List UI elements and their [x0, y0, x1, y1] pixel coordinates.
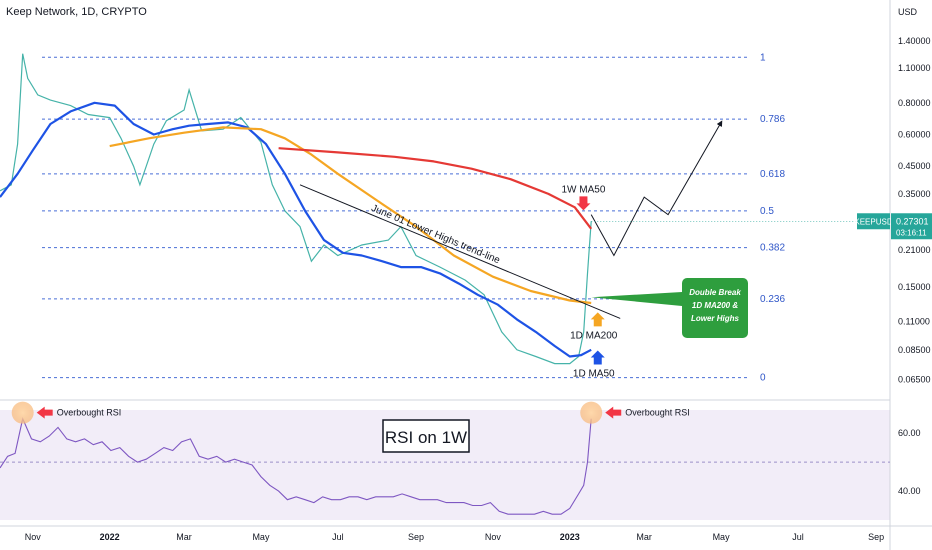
overbought-label: Overbought RSI	[57, 408, 122, 418]
overbought-marker	[580, 401, 603, 424]
time-tick-label: Nov	[25, 532, 42, 542]
time-tick-label: Mar	[176, 532, 192, 542]
time-tick-label: 2023	[560, 532, 580, 542]
arrow-up-icon	[590, 312, 605, 327]
arrow-left-icon	[36, 406, 53, 419]
currency-label: USD	[898, 7, 918, 17]
price-tick-label: 0.35000	[898, 189, 931, 199]
annotation-label: 1D MA200	[570, 330, 618, 341]
rsi-title: RSI on 1W	[385, 428, 467, 447]
time-tick-label: 2022	[100, 532, 120, 542]
price-line	[0, 53, 592, 365]
time-tick-label: Jul	[792, 532, 804, 542]
price-tick-label: 0.21000	[898, 245, 931, 255]
time-tick-label: Sep	[408, 532, 424, 542]
time-tick-label: May	[252, 532, 270, 542]
callout-pointer	[591, 292, 682, 306]
time-tick-label: May	[713, 532, 731, 542]
overbought-label: Overbought RSI	[625, 408, 690, 418]
price-tick-label: 0.60000	[898, 130, 931, 140]
annotation-label: 1W MA50	[561, 184, 605, 195]
fib-level-label: 0.618	[760, 169, 785, 180]
chart-title: Keep Network, 1D, CRYPTO	[6, 6, 147, 18]
symbol-badge	[857, 213, 890, 230]
callout-text: Lower Highs	[691, 314, 740, 323]
price-tick-label: 0.15000	[898, 282, 931, 292]
callout-text: Double Break	[689, 288, 741, 297]
price-tick-label: 1.10000	[898, 63, 931, 73]
arrow-up-icon	[590, 350, 605, 365]
time-tick-label: Sep	[868, 532, 884, 542]
rsi-title-box	[382, 419, 470, 453]
price-tick-label: 1.40000	[898, 36, 931, 46]
symbol-label: KEEPUSD	[854, 217, 892, 226]
callout-box	[682, 278, 748, 338]
fib-level-label: 0.786	[760, 114, 785, 125]
time-tick-label: Mar	[636, 532, 652, 542]
annotation-label: 1D MA50	[573, 368, 615, 379]
fib-level-label: 0.5	[760, 206, 774, 217]
time-tick-label: Nov	[485, 532, 502, 542]
trendline[interactable]	[299, 184, 621, 319]
arrow-left-icon	[605, 406, 622, 419]
fib-level-label: 0	[760, 373, 766, 384]
arrow-down-icon	[576, 196, 591, 211]
callout-text: 1D MA200 &	[692, 301, 738, 310]
ma-line[interactable]	[109, 126, 592, 305]
price-badge	[891, 213, 932, 240]
fib-level-label: 0.382	[760, 243, 785, 254]
rsi-tick-label: 60.00	[898, 428, 921, 438]
fib-level-label: 1	[760, 52, 766, 63]
price-tick-label: 0.06500	[898, 374, 931, 384]
overbought-marker	[11, 401, 34, 424]
rsi-tick-label: 40.00	[898, 486, 921, 496]
price-tick-label: 0.11000	[898, 316, 930, 326]
ma-line[interactable]	[0, 101, 592, 358]
fib-level-label: 0.236	[760, 294, 785, 305]
countdown: 03:16:11	[896, 228, 927, 237]
price-tick-label: 0.08500	[898, 345, 931, 355]
last-price: 0.27301	[896, 216, 929, 226]
price-tick-label: 0.80000	[898, 98, 931, 108]
projection-path[interactable]	[590, 120, 723, 257]
time-tick-label: Jul	[332, 532, 344, 542]
ma-line[interactable]	[278, 147, 593, 230]
price-tick-label: 0.45000	[898, 161, 931, 171]
rsi-line[interactable]	[0, 416, 592, 515]
trendline-label: June 01 Lower Highs trend-line	[369, 203, 501, 267]
